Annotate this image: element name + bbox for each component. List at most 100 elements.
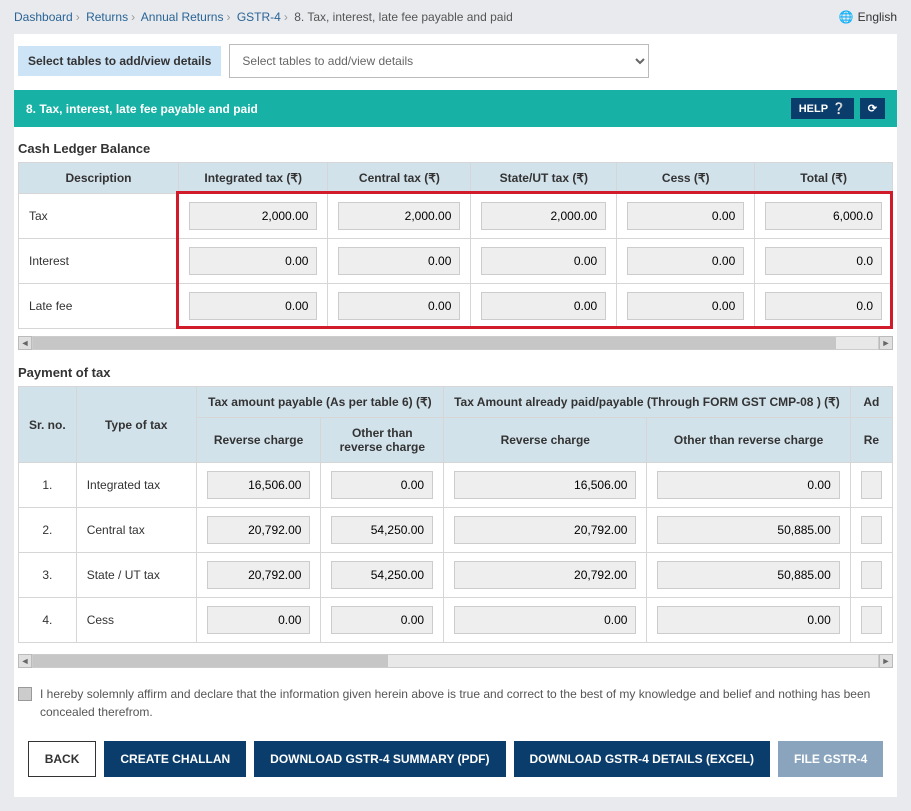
value-input[interactable] (627, 292, 744, 320)
col-integrated: Integrated tax (₹) (179, 163, 328, 194)
value-input[interactable] (338, 202, 460, 230)
value-input[interactable] (481, 247, 606, 275)
sr-no: 3. (19, 553, 77, 598)
value-input[interactable] (189, 247, 317, 275)
col-subheader: Other than reverse charge (321, 418, 444, 463)
col-subheader: Reverse charge (196, 418, 321, 463)
cash-ledger-scrollbar[interactable]: ◄ ► (18, 335, 893, 351)
cash-ledger-heading: Cash Ledger Balance (18, 141, 897, 156)
create-challan-button[interactable]: CREATE CHALLAN (104, 741, 246, 777)
value-input[interactable] (657, 561, 839, 589)
table-row: Late fee (19, 284, 893, 329)
row-label: Interest (19, 239, 179, 284)
value-input[interactable] (454, 516, 636, 544)
download-pdf-button[interactable]: DOWNLOAD GSTR-4 SUMMARY (PDF) (254, 741, 505, 777)
col-total: Total (₹) (755, 163, 893, 194)
value-input[interactable] (657, 471, 839, 499)
declaration-text: I hereby solemnly affirm and declare tha… (40, 685, 893, 721)
value-input[interactable] (331, 606, 433, 634)
payment-table: Sr. no.Type of taxTax amount payable (As… (18, 386, 893, 643)
value-input[interactable] (765, 202, 882, 230)
breadcrumb-link[interactable]: GSTR-4 (237, 10, 281, 24)
col-subheader: Re (850, 418, 892, 463)
select-tables-dropdown[interactable]: Select tables to add/view details (229, 44, 649, 78)
language-label: English (858, 10, 897, 24)
help-button[interactable]: HELP ❔ (791, 98, 854, 119)
value-input[interactable] (861, 471, 882, 499)
value-input[interactable] (338, 247, 460, 275)
scroll-left-icon[interactable]: ◄ (18, 336, 32, 350)
payment-scrollbar[interactable]: ◄ ► (18, 653, 893, 669)
sr-no: 2. (19, 508, 77, 553)
value-input[interactable] (627, 202, 744, 230)
value-input[interactable] (627, 247, 744, 275)
row-label: Tax (19, 194, 179, 239)
section-title: 8. Tax, interest, late fee payable and p… (26, 102, 258, 116)
value-input[interactable] (207, 516, 311, 544)
refresh-button[interactable]: ⟳ (860, 98, 885, 119)
back-button[interactable]: BACK (28, 741, 97, 777)
col-header: Tax amount payable (As per table 6) (₹) (196, 387, 443, 418)
table-row: 1.Integrated tax (19, 463, 893, 508)
value-input[interactable] (765, 247, 882, 275)
value-input[interactable] (454, 561, 636, 589)
col-subheader: Reverse charge (444, 418, 647, 463)
tax-type: State / UT tax (76, 553, 196, 598)
value-input[interactable] (765, 292, 882, 320)
col-header: Sr. no. (19, 387, 77, 463)
help-icon: ❔ (832, 102, 846, 115)
value-input[interactable] (207, 471, 311, 499)
breadcrumb: Dashboard› Returns› Annual Returns› GSTR… (14, 10, 513, 24)
scroll-left-icon[interactable]: ◄ (18, 654, 32, 668)
value-input[interactable] (454, 471, 636, 499)
table-row: Tax (19, 194, 893, 239)
breadcrumb-link[interactable]: Dashboard (14, 10, 73, 24)
table-row: 4.Cess (19, 598, 893, 643)
value-input[interactable] (481, 292, 606, 320)
col-header: Type of tax (76, 387, 196, 463)
tax-type: Central tax (76, 508, 196, 553)
value-input[interactable] (331, 516, 433, 544)
col-header: Ad (850, 387, 892, 418)
table-row: 2.Central tax (19, 508, 893, 553)
value-input[interactable] (331, 471, 433, 499)
sr-no: 1. (19, 463, 77, 508)
breadcrumb-current: 8. Tax, interest, late fee payable and p… (294, 10, 513, 24)
col-header: Tax Amount already paid/payable (Through… (444, 387, 851, 418)
language-selector[interactable]: 🌐English (839, 10, 897, 24)
breadcrumb-link[interactable]: Annual Returns (141, 10, 224, 24)
table-row: 3.State / UT tax (19, 553, 893, 598)
value-input[interactable] (338, 292, 460, 320)
row-label: Late fee (19, 284, 179, 329)
value-input[interactable] (454, 606, 636, 634)
col-subheader: Other than reverse charge (647, 418, 850, 463)
col-description: Description (19, 163, 179, 194)
file-gstr4-button[interactable]: FILE GSTR-4 (778, 741, 883, 777)
refresh-icon: ⟳ (868, 102, 877, 115)
col-central: Central tax (₹) (328, 163, 471, 194)
download-excel-button[interactable]: DOWNLOAD GSTR-4 DETAILS (EXCEL) (514, 741, 770, 777)
value-input[interactable] (331, 561, 433, 589)
value-input[interactable] (207, 561, 311, 589)
col-state: State/UT tax (₹) (471, 163, 617, 194)
sr-no: 4. (19, 598, 77, 643)
value-input[interactable] (207, 606, 311, 634)
payment-heading: Payment of tax (18, 365, 897, 380)
breadcrumb-link[interactable]: Returns (86, 10, 128, 24)
tax-type: Integrated tax (76, 463, 196, 508)
value-input[interactable] (189, 202, 317, 230)
value-input[interactable] (861, 561, 882, 589)
value-input[interactable] (657, 606, 839, 634)
scroll-right-icon[interactable]: ► (879, 654, 893, 668)
value-input[interactable] (481, 202, 606, 230)
value-input[interactable] (861, 516, 882, 544)
declaration-checkbox[interactable] (18, 687, 32, 701)
scroll-right-icon[interactable]: ► (879, 336, 893, 350)
value-input[interactable] (861, 606, 882, 634)
select-tables-label: Select tables to add/view details (18, 46, 221, 76)
tax-type: Cess (76, 598, 196, 643)
col-cess: Cess (₹) (617, 163, 755, 194)
cash-ledger-table: Description Integrated tax (₹) Central t… (18, 162, 893, 329)
value-input[interactable] (657, 516, 839, 544)
value-input[interactable] (189, 292, 317, 320)
